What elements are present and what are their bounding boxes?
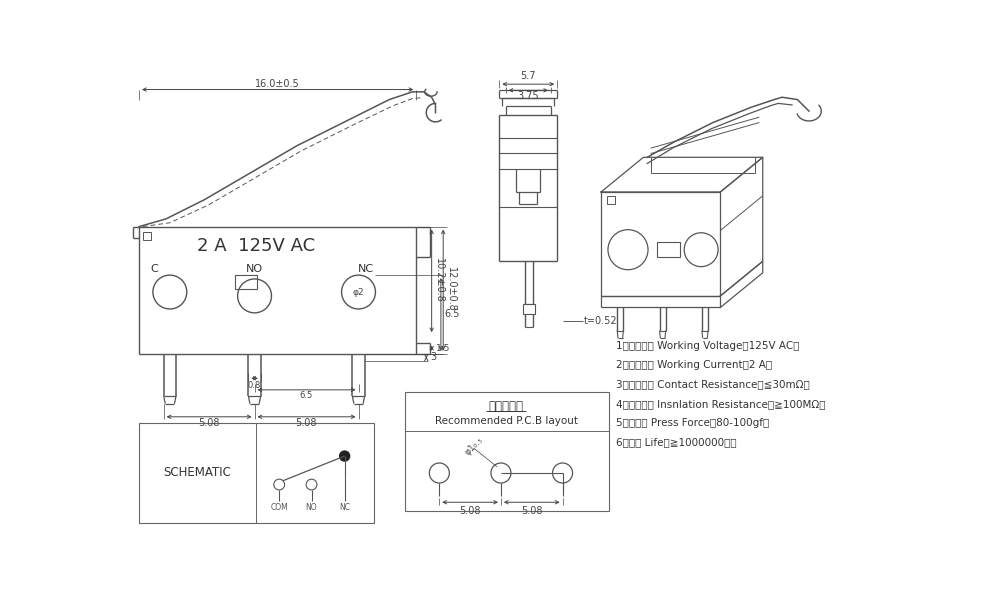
Circle shape bbox=[340, 451, 350, 461]
Text: Recommended P.C.B layout: Recommended P.C.B layout bbox=[435, 416, 578, 427]
Bar bbox=[143, 232, 151, 240]
Text: 5.08: 5.08 bbox=[198, 418, 220, 428]
Bar bbox=[607, 196, 615, 203]
Text: t=0.52: t=0.52 bbox=[584, 316, 618, 326]
Text: NO: NO bbox=[306, 503, 317, 512]
Text: 6、寿命 Life：≧1000000次。: 6、寿命 Life：≧1000000次。 bbox=[616, 437, 737, 447]
Text: NO: NO bbox=[246, 264, 263, 274]
Text: 2、工作电流 Working Current：2 A；: 2、工作电流 Working Current：2 A； bbox=[616, 360, 773, 370]
Text: 6.5: 6.5 bbox=[445, 309, 460, 319]
Bar bbox=[657, 242, 680, 257]
Text: COM: COM bbox=[270, 503, 288, 512]
Text: 4、绵缘电阵 Insnlation Resistance：≧100MΩ；: 4、绵缘电阵 Insnlation Resistance：≧100MΩ； bbox=[616, 399, 826, 409]
Text: 3: 3 bbox=[430, 353, 436, 362]
Text: 10.2±0.8: 10.2±0.8 bbox=[434, 258, 444, 303]
Text: 5.08: 5.08 bbox=[521, 506, 542, 517]
Bar bbox=[523, 304, 535, 315]
Text: SCHEMATIC: SCHEMATIC bbox=[163, 466, 231, 480]
Bar bbox=[139, 423, 374, 523]
Bar bbox=[235, 275, 257, 289]
Text: 12.0±0.8: 12.0±0.8 bbox=[446, 267, 456, 312]
Text: 5.08: 5.08 bbox=[295, 418, 317, 428]
Text: 1.5: 1.5 bbox=[436, 344, 450, 353]
Text: 5.08: 5.08 bbox=[459, 506, 481, 517]
Bar bbox=[405, 392, 609, 511]
Text: 1、工作电压 Working Voltage：125V AC；: 1、工作电压 Working Voltage：125V AC； bbox=[616, 341, 800, 351]
Text: 3.75: 3.75 bbox=[517, 91, 539, 102]
Text: 3、接触电阵 Contact Resistance：≦30mΩ；: 3、接触电阵 Contact Resistance：≦30mΩ； bbox=[616, 379, 810, 390]
Text: 6.5: 6.5 bbox=[300, 391, 313, 401]
Text: φ1₀.₅: φ1₀.₅ bbox=[463, 435, 485, 457]
Text: 印制线路板: 印制线路板 bbox=[489, 399, 524, 413]
Text: 5.7: 5.7 bbox=[520, 71, 536, 82]
Text: 2 A  125V AC: 2 A 125V AC bbox=[197, 237, 315, 255]
Text: C: C bbox=[151, 264, 158, 274]
Text: 16.0±0.5: 16.0±0.5 bbox=[255, 79, 300, 89]
Text: 5、动作力 Press Force：80-100gf；: 5、动作力 Press Force：80-100gf； bbox=[616, 418, 770, 428]
Text: NC: NC bbox=[358, 264, 374, 274]
Text: NC: NC bbox=[339, 503, 350, 512]
Text: φ2: φ2 bbox=[353, 287, 364, 296]
Text: 0.8: 0.8 bbox=[248, 381, 261, 390]
